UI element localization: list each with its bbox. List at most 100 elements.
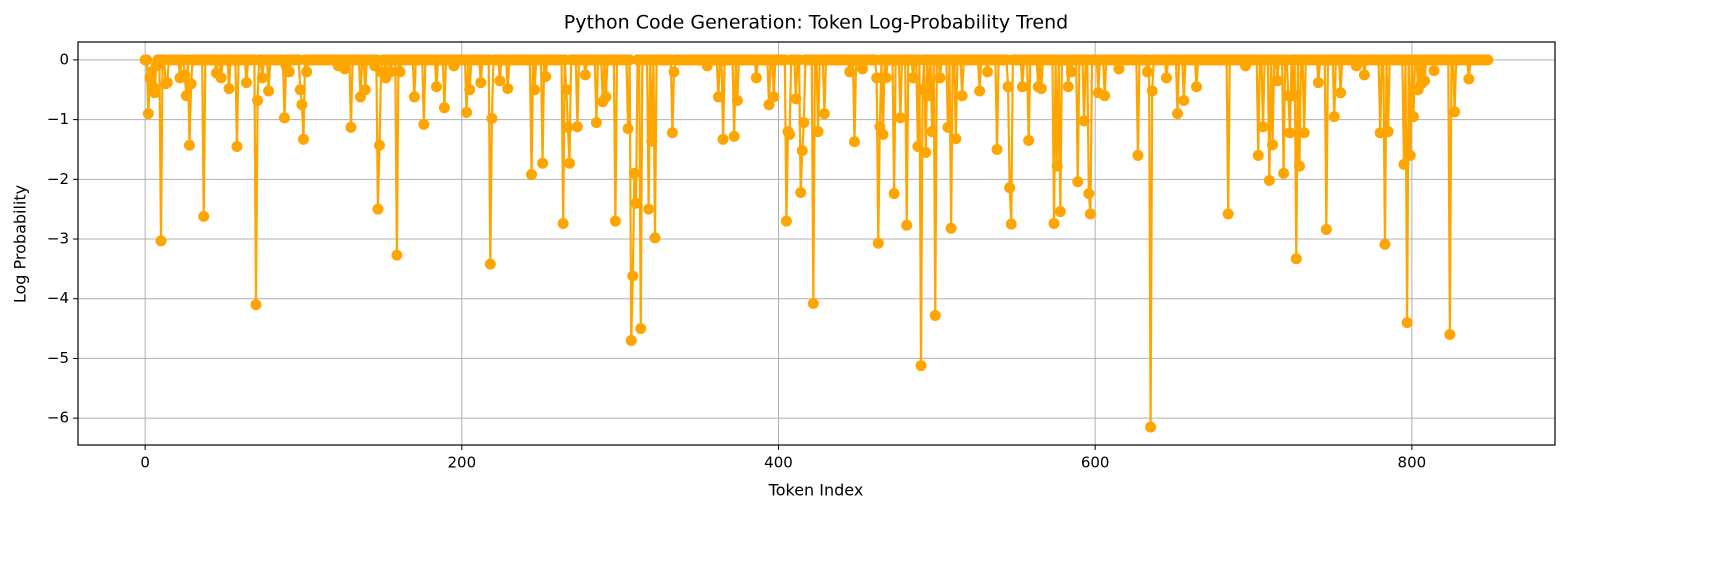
data-point — [1002, 81, 1014, 93]
data-point — [560, 84, 572, 96]
x-tick-label: 400 — [764, 454, 793, 472]
data-point — [1222, 208, 1234, 220]
data-point — [635, 323, 647, 335]
data-point — [294, 84, 306, 96]
data-point — [1065, 66, 1077, 78]
data-point — [1293, 160, 1305, 172]
data-point — [1284, 127, 1296, 139]
data-point — [643, 203, 655, 215]
data-point — [929, 309, 941, 321]
data-point — [183, 139, 195, 151]
data-point — [844, 66, 856, 78]
y-tick-label: −2 — [47, 170, 69, 188]
data-point — [161, 77, 173, 89]
data-point — [142, 108, 154, 120]
data-point — [297, 133, 309, 145]
data-point — [1444, 329, 1456, 341]
data-point — [1005, 218, 1017, 230]
data-point — [1178, 95, 1190, 107]
data-point — [950, 133, 962, 145]
y-tick-label: −5 — [47, 349, 69, 367]
data-point — [780, 215, 792, 227]
data-point — [185, 78, 197, 90]
data-point — [818, 108, 830, 120]
data-point — [1099, 90, 1111, 102]
data-point — [464, 84, 476, 96]
data-point — [256, 72, 268, 84]
data-point — [1335, 87, 1347, 99]
data-point — [1482, 54, 1494, 66]
data-point — [871, 72, 883, 84]
data-point — [571, 121, 583, 133]
data-point — [649, 232, 661, 244]
data-point — [627, 270, 639, 282]
x-tick-label: 800 — [1398, 454, 1427, 472]
data-point — [529, 84, 541, 96]
data-point — [1078, 115, 1090, 127]
data-point — [1004, 182, 1016, 194]
data-point — [982, 66, 994, 78]
data-point — [1051, 160, 1063, 172]
data-line — [145, 58, 1488, 429]
x-tick-label: 0 — [140, 454, 150, 472]
data-point — [1312, 77, 1324, 89]
data-point — [1401, 317, 1413, 329]
data-point — [215, 72, 227, 84]
data-point — [141, 54, 153, 66]
data-point — [717, 133, 729, 145]
x-axis-label: Token Index — [768, 481, 864, 500]
data-point — [385, 66, 397, 78]
data-point — [1252, 149, 1264, 161]
data-point — [907, 72, 919, 84]
data-point — [624, 54, 636, 66]
data-point — [974, 85, 986, 97]
data-point — [1358, 69, 1370, 81]
y-tick-label: 0 — [59, 50, 69, 68]
data-point — [1463, 73, 1475, 85]
data-point — [856, 63, 868, 75]
data-point — [557, 217, 569, 229]
data-point — [1287, 90, 1299, 102]
data-point — [537, 157, 549, 169]
data-point — [880, 72, 892, 84]
y-tick-label: −3 — [47, 230, 69, 248]
data-point — [731, 95, 743, 107]
data-point — [712, 91, 724, 103]
data-point — [1379, 238, 1391, 250]
data-point — [1298, 127, 1310, 139]
data-point — [1449, 106, 1461, 118]
data-point — [934, 72, 946, 84]
data-point — [668, 66, 680, 78]
data-point — [915, 360, 927, 372]
data-point — [1172, 108, 1184, 120]
data-point — [1290, 253, 1302, 265]
data-point — [590, 117, 602, 129]
x-tick-label: 600 — [1081, 454, 1110, 472]
chart-title: Python Code Generation: Token Log-Probab… — [564, 12, 1068, 34]
data-point — [790, 93, 802, 105]
data-point — [418, 118, 430, 130]
data-point — [283, 66, 295, 78]
data-point — [991, 143, 1003, 155]
data-point — [359, 84, 371, 96]
data-point — [888, 188, 900, 200]
data-point — [768, 91, 780, 103]
data-point — [198, 210, 210, 222]
y-tick-label: −1 — [47, 110, 69, 128]
data-point — [540, 71, 552, 83]
x-tick-label: 200 — [447, 454, 476, 472]
data-point — [155, 235, 167, 247]
data-point — [1054, 206, 1066, 218]
data-point — [231, 140, 243, 152]
data-point — [1062, 81, 1074, 93]
data-point — [1191, 81, 1203, 93]
data-point — [475, 77, 487, 89]
data-point — [438, 102, 450, 114]
data-point — [622, 123, 634, 135]
data-point — [1271, 75, 1283, 87]
data-point — [877, 129, 889, 141]
plot-frame — [77, 41, 1556, 446]
data-point — [872, 237, 884, 249]
data-point — [956, 90, 968, 102]
data-point — [1404, 149, 1416, 161]
